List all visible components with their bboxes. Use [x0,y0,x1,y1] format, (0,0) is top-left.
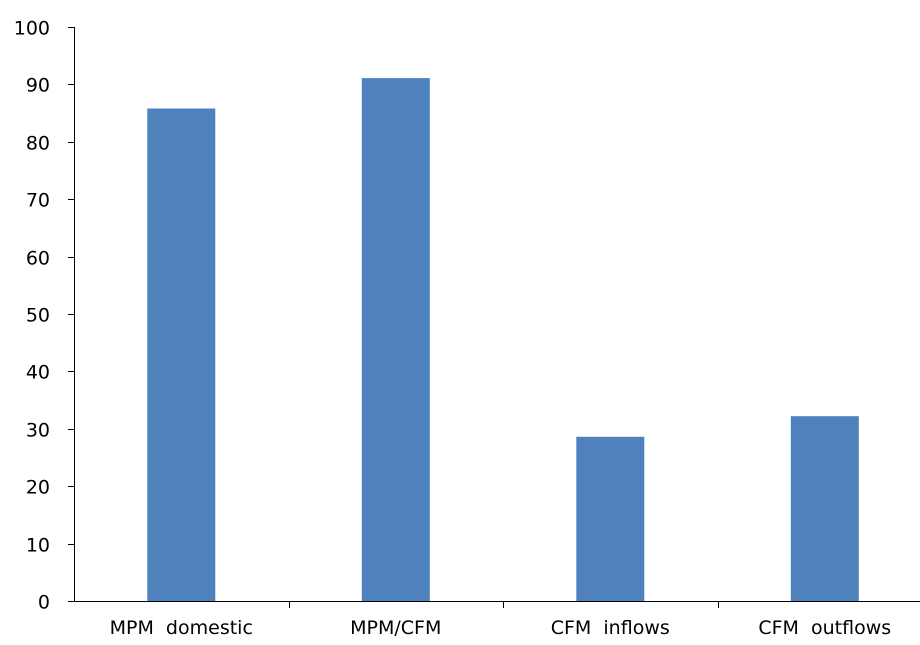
y-tick-label: 60 [26,248,50,270]
y-tick-label: 70 [26,190,50,212]
x-category-label: CFM outflows [758,617,891,639]
y-tick-label: 40 [26,362,50,384]
y-tick-label: 50 [26,305,50,327]
axes-layer [68,27,920,608]
bars-layer [147,78,859,602]
x-category-label: MPM/CFM [350,617,441,639]
y-tick-label: 100 [14,18,50,40]
bar-3 [576,436,645,601]
bar-2 [361,78,430,602]
bar-4 [790,416,859,601]
y-tick-label: 10 [26,535,50,557]
bar-1 [147,108,216,601]
y-tick-label: 80 [26,133,50,155]
y-tick-label: 30 [26,420,50,442]
x-category-label: MPM domestic [110,617,253,639]
y-tick-label: 90 [26,75,50,97]
labels-layer: 0 10 20 30 40 50 60 70 80 90 100 MPM domestic MPM/CF… [14,18,891,640]
y-tick-label: 20 [26,477,50,499]
x-category-label: CFM inflows [551,617,670,639]
y-tick-label: 0 [38,592,50,614]
